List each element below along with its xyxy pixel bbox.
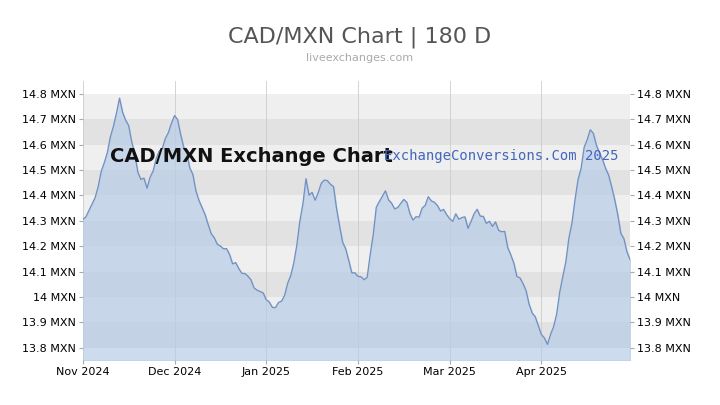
Bar [83,246,630,271]
Bar [83,119,630,145]
Bar [83,322,630,348]
Bar [83,271,630,297]
Bar [83,297,630,322]
Bar [83,195,630,221]
Bar [83,94,630,119]
Text: CAD/MXN Chart | 180 D: CAD/MXN Chart | 180 D [228,26,492,48]
Bar [83,221,630,246]
Bar [83,145,630,170]
Bar [83,170,630,195]
Text: CAD/MXN Exchange Chart: CAD/MXN Exchange Chart [110,147,393,166]
Text: liveexchanges.com: liveexchanges.com [307,53,413,63]
Text: ExchangeConversions.Com 2025: ExchangeConversions.Com 2025 [384,149,618,164]
